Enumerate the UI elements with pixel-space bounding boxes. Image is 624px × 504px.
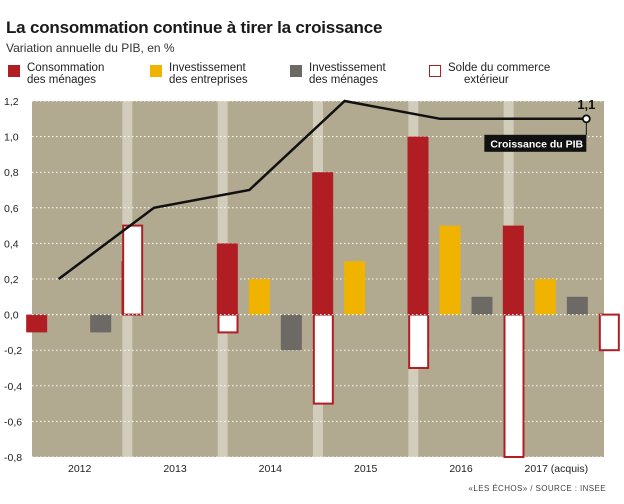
bar-consommation [407,136,429,315]
x-tick-label: 2015 [354,463,378,475]
y-tick-label: 0,4 [4,238,19,250]
legend-label-investissement-menages-line1: Investissement [309,62,386,74]
line-label-croissance-pib: Croissance du PIB [490,138,583,150]
y-tick-label: -0,6 [4,416,22,428]
source-credit: «LES ÉCHOS» / SOURCE : INSEE [468,484,606,493]
x-tick-label: 2017 (acquis) [525,463,589,475]
chart-subtitle: Variation annuelle du PIB, en % [6,41,175,55]
legend-item-solde-commerce: Solde du commerce extérieur [429,62,550,86]
bar-line-chart: 1,2 1,0 0,8 0,6 0,4 0,2 0,0 -0,2 -0,4 -0,6 -0,8 1,1… [4,96,620,475]
legend-swatch-investissement-menages [290,65,302,77]
y-tick-label: 1,2 [4,96,19,108]
bar-solde-commerce [408,313,430,370]
legend-swatch-consommation [8,65,20,77]
legend-label-investissement-menages-line2: des ménages [309,74,379,86]
bar-investissement-entreprises [439,225,461,315]
legend-label-investissement-entreprises-line1: Investissement [169,62,246,74]
bar-solde-commerce [503,313,525,458]
bar-solde-commerce [598,313,620,352]
bar-consommation [502,225,524,315]
bar-investissement-menages [471,296,493,315]
legend-label-solde-commerce-line1: Solde du commerce [448,62,551,74]
bar-investissement-menages [90,314,112,333]
y-tick-label: 0,0 [4,310,19,322]
line-end-value-label: 1,1 [577,97,595,112]
y-tick-label: -0,4 [4,381,22,393]
chart-title: La consommation continue à tirer la croi… [6,18,383,37]
y-tick-label: -0,2 [4,345,22,357]
bar-investissement-entreprises [534,279,556,315]
bar-investissement-menages [566,296,588,315]
x-tick-label: 2013 [163,463,187,475]
line-end-marker [581,114,591,124]
line-croissance-pib [57,99,587,281]
legend: Consommation des ménages Investissement … [0,62,624,92]
legend-swatch-solde-commerce [429,65,441,77]
bar-consommation [26,314,48,333]
legend-label-solde-commerce-line2: extérieur [464,74,509,86]
legend-item-investissement-entreprises: Investissement des entreprises [150,62,248,86]
y-tick-label: 0,8 [4,167,19,179]
legend-label-consommation-line1: Consommation [27,62,105,74]
bar-solde-commerce [312,313,334,405]
y-tick-label: 1,0 [4,132,19,144]
y-tick-label: 0,2 [4,274,19,286]
y-tick-label: -0,8 [4,452,22,464]
bar-investissement-menages [280,314,302,351]
bar-investissement-entreprises [248,279,270,315]
legend-item-investissement-menages: Investissement des ménages [290,62,386,86]
line-label-box [484,134,587,152]
bar-consommation [312,172,334,315]
legend-item-consommation: Consommation des ménages [8,62,104,86]
x-tick-label: 2014 [259,463,283,475]
legend-label-consommation-line2: des ménages [27,74,97,86]
x-tick-label: 2016 [449,463,473,475]
y-tick-label: 0,6 [4,203,19,215]
legend-swatch-investissement-entreprises [150,65,162,77]
x-tick-label: 2012 [68,463,92,475]
bar-solde-commerce [217,313,239,334]
bar-solde-commerce [122,224,144,316]
bar-consommation [216,243,238,315]
bar-investissement-entreprises [344,261,366,315]
legend-label-investissement-entreprises-line2: des entreprises [169,74,248,86]
